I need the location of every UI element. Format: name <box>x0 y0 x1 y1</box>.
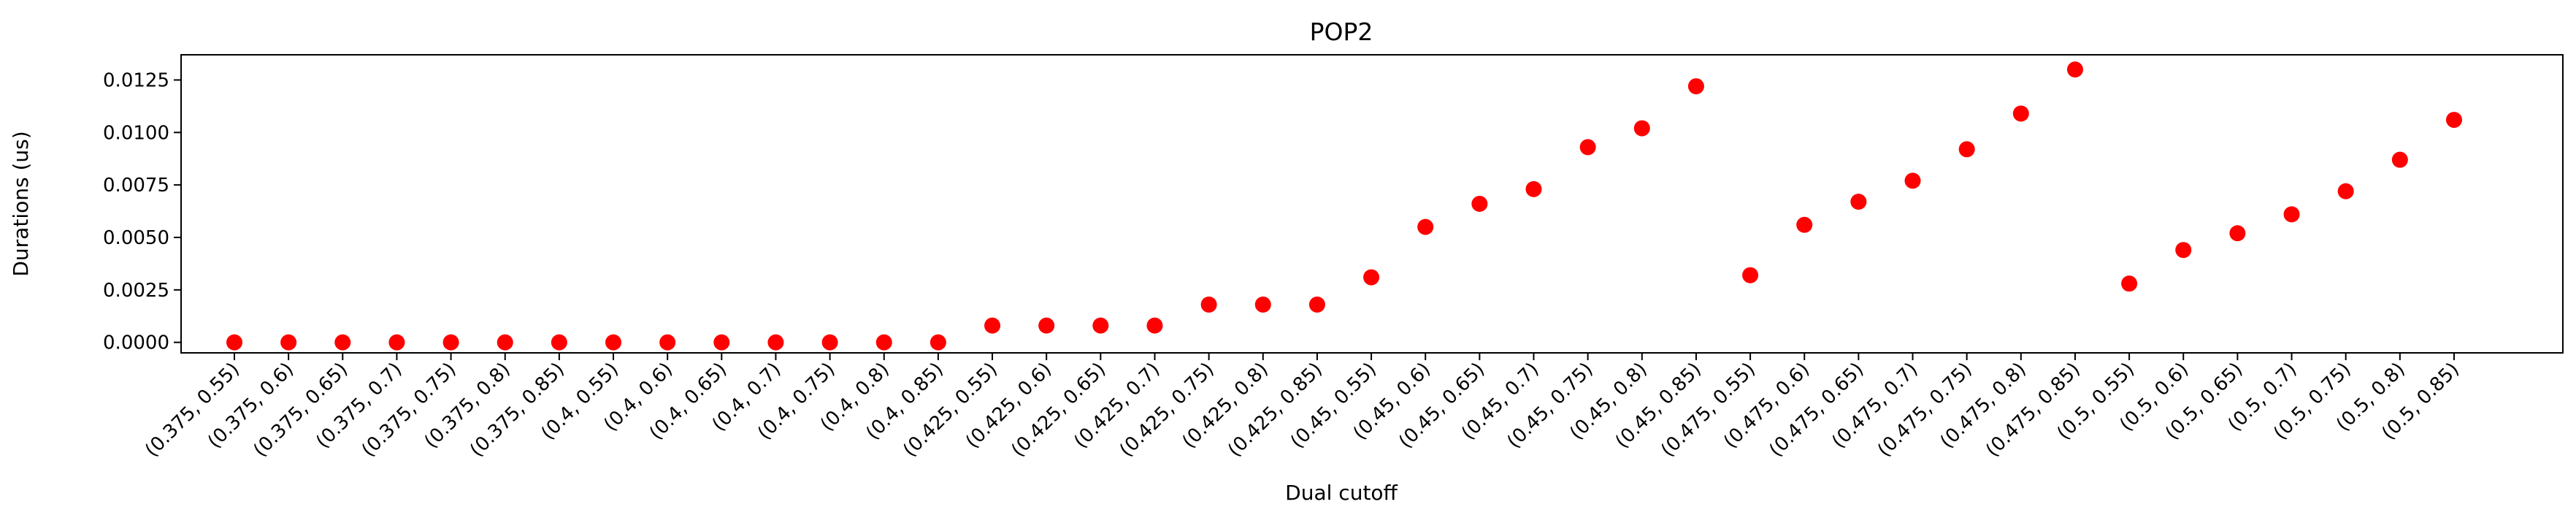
data-points <box>226 61 2462 351</box>
data-point <box>388 334 405 351</box>
y-tick-label: 0.0050 <box>103 227 169 249</box>
data-point <box>551 334 567 351</box>
plot-area <box>180 54 2564 354</box>
data-point <box>821 334 838 351</box>
data-point <box>1417 218 1434 235</box>
data-point <box>2066 61 2083 78</box>
data-point <box>659 334 676 351</box>
data-point <box>1796 216 1813 233</box>
x-tick-label: (0.475, 0.85) <box>1982 359 2085 462</box>
x-tick-label: (0.475, 0.75) <box>1874 359 1977 462</box>
data-point <box>2121 275 2138 292</box>
data-point <box>2337 183 2354 199</box>
data-point <box>2391 151 2408 168</box>
data-point <box>605 334 622 351</box>
data-point <box>1958 141 1975 158</box>
data-point <box>1308 296 1325 313</box>
data-point <box>1579 139 1596 156</box>
y-axis-label: Durations (us) <box>9 131 33 276</box>
x-tick-label: (0.475, 0.55) <box>1657 359 1760 462</box>
y-tick-label: 0.0125 <box>103 69 169 91</box>
data-point <box>226 334 242 351</box>
y-tick-label: 0.0000 <box>103 332 169 354</box>
data-point <box>1633 120 1650 137</box>
data-point <box>497 334 513 351</box>
x-tick-label: (0.375, 0.65) <box>249 359 352 462</box>
data-point <box>280 334 297 351</box>
x-tick-label: (0.475, 0.65) <box>1766 359 1868 462</box>
x-tick-label: (0.425, 0.75) <box>1116 359 1219 462</box>
x-tick-label: (0.425, 0.65) <box>1007 359 1110 462</box>
data-point <box>1363 269 1380 286</box>
data-point <box>2283 206 2300 223</box>
x-tick-label: (0.375, 0.55) <box>141 359 244 462</box>
data-point <box>442 334 459 351</box>
data-point <box>1092 317 1109 334</box>
data-point <box>2229 225 2246 242</box>
data-point <box>334 334 351 351</box>
data-point <box>929 334 946 351</box>
chart-title: POP2 <box>1310 18 1373 46</box>
data-point <box>1850 194 1867 210</box>
data-point <box>713 334 730 351</box>
x-tick-label: (0.375, 0.85) <box>466 359 569 462</box>
x-axis: (0.375, 0.55)(0.375, 0.6)(0.375, 0.65)(0… <box>141 353 2464 462</box>
data-point <box>767 334 784 351</box>
data-point <box>1742 267 1759 283</box>
data-point <box>1146 317 1163 334</box>
data-point <box>1525 180 1542 197</box>
data-point <box>984 317 1001 334</box>
data-point <box>1200 296 1217 313</box>
data-point <box>1038 317 1055 334</box>
data-point <box>1471 196 1488 212</box>
data-point <box>2012 105 2029 122</box>
y-tick-label: 0.0100 <box>103 122 169 144</box>
data-point <box>1904 172 1921 189</box>
y-tick-label: 0.0075 <box>103 175 169 197</box>
data-point <box>2175 242 2192 259</box>
x-tick-label: (0.425, 0.85) <box>1224 359 1327 462</box>
data-point <box>1254 296 1271 313</box>
x-tick-label: (0.425, 0.55) <box>899 359 1002 462</box>
y-axis: 0.0000 0.0025 0.0050 0.0075 0.0100 0.0125 <box>103 69 181 354</box>
data-point <box>2446 112 2462 129</box>
data-point <box>1687 78 1704 95</box>
x-axis-label: Dual cutoff <box>1285 481 1398 505</box>
x-tick-label: (0.375, 0.75) <box>358 359 461 462</box>
y-tick-label: 0.0025 <box>103 280 169 302</box>
data-point <box>875 334 892 351</box>
